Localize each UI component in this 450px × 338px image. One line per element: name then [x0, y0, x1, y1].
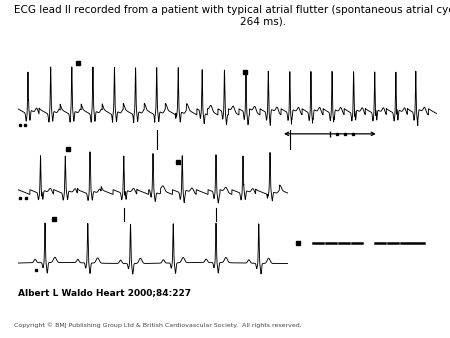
Text: Heart: Heart: [382, 315, 424, 328]
Text: ECG lead II recorded from a patient with typical atrial flutter (spontaneous atr: ECG lead II recorded from a patient with…: [14, 5, 450, 27]
Text: Albert L Waldo Heart 2000;84:227: Albert L Waldo Heart 2000;84:227: [18, 288, 191, 297]
Text: Copyright © BMJ Publishing Group Ltd & British Cardiovascular Society.  All righ: Copyright © BMJ Publishing Group Ltd & B…: [14, 323, 301, 329]
